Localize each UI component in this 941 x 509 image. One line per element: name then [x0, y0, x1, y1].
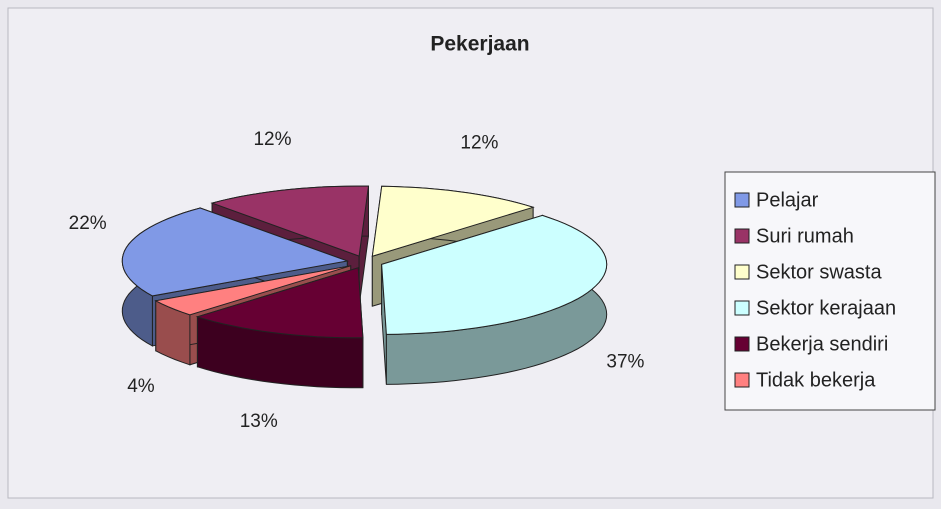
- data-label: 13%: [240, 411, 278, 432]
- legend-label: Suri rumah: [756, 225, 854, 247]
- data-label: 22%: [69, 213, 107, 234]
- chart-title: Pekerjaan: [430, 33, 529, 56]
- slice: [371, 185, 535, 257]
- legend-label: Sektor kerajaan: [756, 297, 896, 319]
- data-label: 37%: [606, 352, 644, 373]
- legend-swatch: [734, 300, 750, 316]
- data-label: 4%: [127, 376, 155, 397]
- data-label: 12%: [253, 129, 291, 150]
- legend-swatch: [734, 372, 750, 388]
- slice: [154, 265, 351, 316]
- slice: [195, 267, 364, 339]
- slice: [210, 185, 370, 257]
- data-label: 12%: [460, 133, 498, 154]
- legend-label: Tidak bekerja: [756, 369, 876, 391]
- slice: [381, 214, 608, 335]
- legend-swatch: [734, 192, 750, 208]
- pie: [121, 185, 608, 389]
- legend-swatch: [734, 336, 750, 352]
- legend-label: Bekerja sendiri: [756, 333, 888, 355]
- slice: [121, 207, 350, 297]
- legend-label: Pelajar: [756, 189, 819, 211]
- legend-swatch: [734, 264, 750, 280]
- legend-swatch: [734, 228, 750, 244]
- legend-label: Sektor swasta: [756, 261, 882, 283]
- legend: [724, 171, 936, 411]
